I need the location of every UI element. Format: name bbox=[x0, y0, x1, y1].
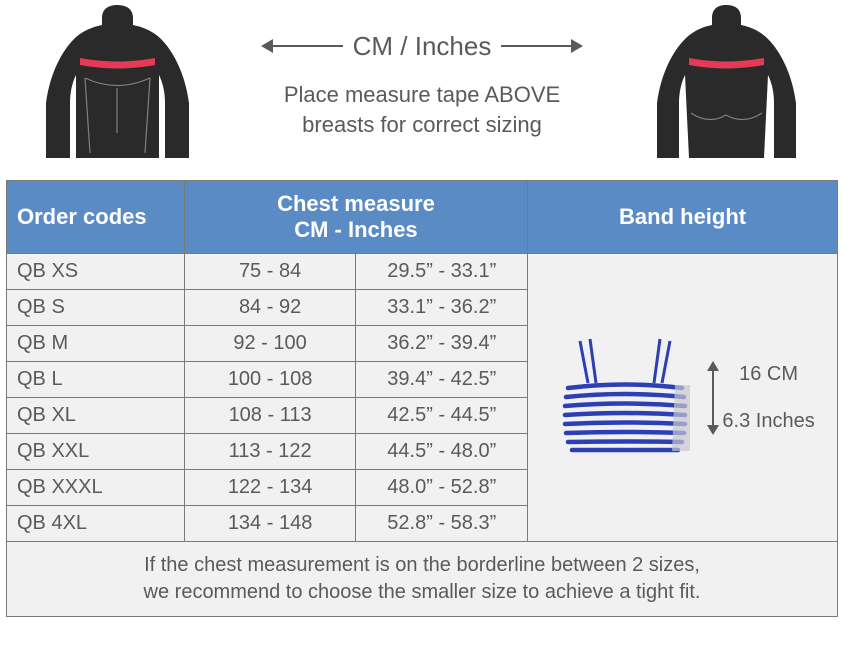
order-code-cell: QB XXL bbox=[7, 434, 185, 470]
chest-cm-cell: 84 - 92 bbox=[184, 290, 356, 326]
header-text-block: CM / Inches Place measure tape ABOVE bre… bbox=[195, 31, 649, 139]
order-code-cell: QB S bbox=[7, 290, 185, 326]
order-code-cell: QB XS bbox=[7, 254, 185, 290]
chest-cm-cell: 134 - 148 bbox=[184, 506, 356, 542]
chest-cm-cell: 113 - 122 bbox=[184, 434, 356, 470]
header-band-height: Band height bbox=[528, 181, 838, 254]
arrow-right-icon bbox=[501, 45, 581, 47]
chest-inches-cell: 33.1” - 36.2” bbox=[356, 290, 528, 326]
instruction-text: Place measure tape ABOVE breasts for cor… bbox=[284, 80, 560, 139]
unit-label: CM / Inches bbox=[353, 31, 492, 62]
chest-inches-cell: 29.5” - 33.1” bbox=[356, 254, 528, 290]
table-row: QB XS75 - 8429.5” - 33.1” bbox=[7, 254, 838, 290]
chest-inches-cell: 52.8” - 58.3” bbox=[356, 506, 528, 542]
header-chest-measure: Chest measure CM - Inches bbox=[184, 181, 527, 254]
arrow-left-icon bbox=[263, 45, 343, 47]
band-dimension-group: 16 CM 6.3 Inches bbox=[712, 363, 814, 433]
chest-cm-cell: 108 - 113 bbox=[184, 398, 356, 434]
chest-inches-cell: 44.5” - 48.0” bbox=[356, 434, 528, 470]
chest-inches-cell: 42.5” - 44.5” bbox=[356, 398, 528, 434]
band-cm-label: 16 CM bbox=[722, 363, 814, 386]
sizing-table: Order codes Chest measure CM - Inches Ba… bbox=[6, 180, 838, 617]
footer-note: If the chest measurement is on the borde… bbox=[7, 542, 838, 617]
band-height-cell: 16 CM 6.3 Inches bbox=[528, 254, 838, 542]
chest-inches-cell: 48.0” - 52.8” bbox=[356, 470, 528, 506]
sizing-table-container: Order codes Chest measure CM - Inches Ba… bbox=[6, 180, 838, 617]
order-code-cell: QB 4XL bbox=[7, 506, 185, 542]
product-band-icon bbox=[550, 333, 700, 463]
measurement-header: CM / Inches Place measure tape ABOVE bre… bbox=[0, 0, 844, 180]
chest-inches-cell: 39.4” - 42.5” bbox=[356, 362, 528, 398]
unit-indicator: CM / Inches bbox=[263, 31, 582, 62]
chest-cm-cell: 92 - 100 bbox=[184, 326, 356, 362]
chest-cm-cell: 100 - 108 bbox=[184, 362, 356, 398]
male-torso-icon bbox=[40, 3, 195, 168]
order-code-cell: QB L bbox=[7, 362, 185, 398]
female-torso-icon bbox=[649, 3, 804, 168]
chest-cm-cell: 75 - 84 bbox=[184, 254, 356, 290]
header-order-codes: Order codes bbox=[7, 181, 185, 254]
order-code-cell: QB XXXL bbox=[7, 470, 185, 506]
vertical-arrow-icon bbox=[712, 363, 714, 433]
order-code-cell: QB XL bbox=[7, 398, 185, 434]
chest-cm-cell: 122 - 134 bbox=[184, 470, 356, 506]
order-code-cell: QB M bbox=[7, 326, 185, 362]
chest-inches-cell: 36.2” - 39.4” bbox=[356, 326, 528, 362]
band-inches-label: 6.3 Inches bbox=[722, 410, 814, 433]
